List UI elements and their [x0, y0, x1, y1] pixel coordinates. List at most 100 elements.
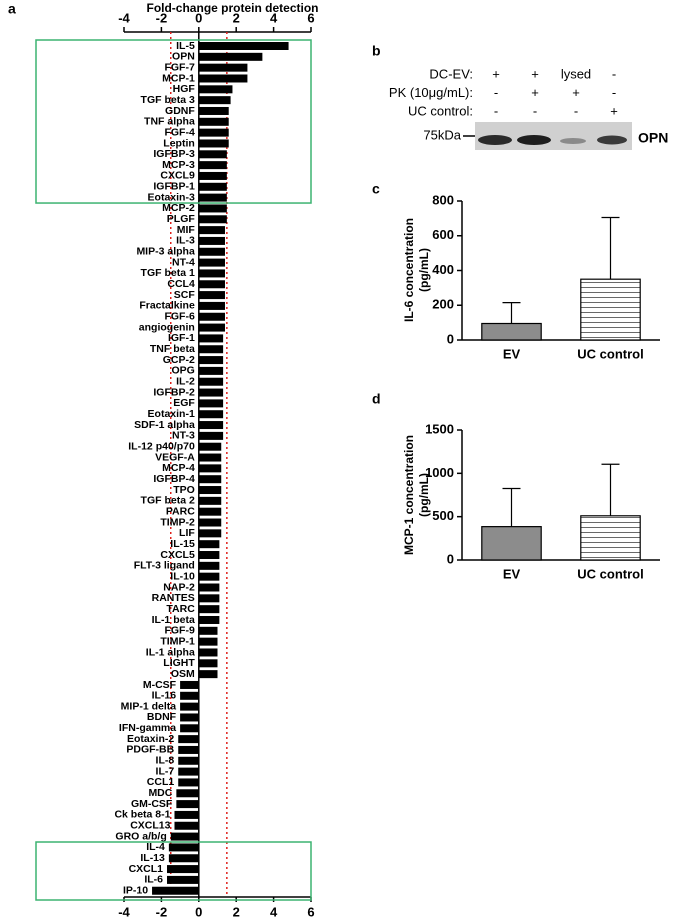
bar — [180, 691, 199, 700]
bar — [180, 702, 199, 711]
category-label: MCP-2 — [162, 202, 195, 214]
bar — [198, 540, 220, 549]
y-tick-label: 200 — [432, 297, 454, 312]
category-label: MCP-3 — [162, 159, 195, 171]
category-label: GM-CSF — [131, 798, 173, 810]
category-label: CXCL13 — [130, 820, 170, 832]
category-label: TARC — [166, 603, 195, 615]
category-label: IL-1 alpha — [146, 646, 195, 658]
bar — [176, 800, 199, 809]
bar — [198, 431, 224, 440]
bar — [180, 713, 199, 722]
bar — [198, 561, 220, 570]
lane-label: lysed — [561, 66, 591, 81]
category-label: MIP-1 delta — [121, 700, 177, 712]
bar — [198, 442, 222, 451]
x-tick-label: UC control — [577, 346, 643, 361]
y-axis-title: IL-6 concentration — [402, 218, 416, 322]
category-label: IGFBP-3 — [153, 148, 195, 160]
category-label: M-CSF — [143, 679, 177, 691]
x-tick-label: EV — [503, 566, 521, 581]
y-tick-label: 500 — [432, 508, 454, 523]
category-label: IP-10 — [123, 885, 148, 897]
category-label: IL-10 — [170, 570, 195, 582]
y-axis-title: (pg/mL) — [417, 248, 431, 292]
lane-label: - — [533, 103, 537, 118]
bar — [198, 247, 225, 256]
bar — [198, 301, 225, 310]
category-label: HGF — [173, 83, 196, 95]
category-label: MIF — [177, 224, 196, 236]
bar — [198, 258, 225, 267]
category-label: EGF — [173, 397, 195, 409]
category-label: MCP-1 — [162, 72, 195, 84]
band-label: OPN — [638, 130, 668, 146]
bar — [198, 291, 225, 300]
bar — [198, 594, 220, 603]
x-tick-label: 6 — [307, 904, 314, 919]
lane-label: - — [574, 103, 578, 118]
x-tick-label: -2 — [156, 904, 168, 919]
bar — [198, 139, 229, 148]
category-label: IGFBP-2 — [153, 386, 195, 398]
bar — [198, 106, 229, 115]
category-label: TGF beta 3 — [141, 94, 195, 106]
bar — [198, 626, 218, 635]
category-label: TGF beta 2 — [141, 495, 195, 507]
bar — [198, 377, 224, 386]
category-label: PLGF — [167, 213, 196, 225]
highlight-box — [35, 39, 312, 204]
y-tick-label: 400 — [432, 262, 454, 277]
x-tick-label: 4 — [270, 10, 278, 25]
bar — [198, 421, 224, 430]
bar — [198, 356, 224, 365]
bar — [198, 475, 222, 484]
lane-label: + — [531, 85, 539, 100]
category-label: CXCL9 — [160, 170, 195, 182]
category-label: IL-1 beta — [152, 614, 195, 626]
y-tick-label: 1000 — [425, 465, 454, 480]
bar — [198, 334, 224, 343]
bar — [198, 496, 222, 505]
category-label: NT-3 — [172, 430, 195, 442]
category-label: TIMP-2 — [160, 516, 195, 528]
y-axis-title: (pg/mL) — [417, 473, 431, 517]
bar — [198, 507, 222, 516]
category-label: IL-4 — [146, 841, 165, 853]
category-label: FGF-6 — [164, 311, 194, 323]
x-tick-label: -4 — [118, 904, 130, 919]
category-label: Ck beta 8-1 — [114, 809, 170, 821]
category-label: OPG — [171, 365, 194, 377]
bar — [481, 526, 542, 561]
category-label: OSM — [171, 668, 195, 680]
lane-label: + — [492, 66, 500, 81]
row-label: PK (10μg/mL): — [389, 85, 473, 100]
category-label: OPN — [172, 51, 195, 63]
bar — [198, 659, 218, 668]
bar — [198, 204, 227, 213]
y-axis-title: MCP-1 concentration — [402, 435, 416, 555]
bar — [198, 42, 289, 50]
bar — [152, 886, 199, 895]
bar — [198, 453, 222, 462]
bar — [198, 323, 225, 332]
category-label: IL-7 — [156, 765, 175, 777]
panel-label: b — [372, 43, 381, 59]
y-tick-label: 600 — [432, 227, 454, 242]
category-label: TGF beta 1 — [141, 267, 195, 279]
category-label: IL-16 — [152, 690, 177, 702]
bar — [198, 551, 220, 560]
x-tick-label: 2 — [233, 10, 240, 25]
bar — [198, 637, 218, 646]
bar — [481, 322, 542, 341]
lane-label: + — [610, 103, 618, 118]
bar — [178, 735, 199, 744]
bar — [198, 410, 224, 419]
category-label: FGF-9 — [164, 625, 194, 637]
row-label: DC-EV: — [429, 66, 473, 81]
category-label: GCP-2 — [163, 354, 195, 366]
bar — [198, 605, 220, 614]
highlight-box — [35, 841, 312, 901]
bar — [198, 615, 220, 624]
